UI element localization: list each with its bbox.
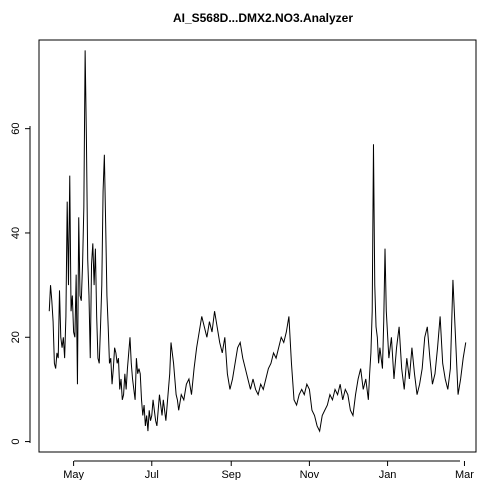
y-tick-label: 60 <box>10 123 22 135</box>
x-tick-label: Nov <box>300 469 320 480</box>
x-tick-label: May <box>63 469 84 480</box>
y-axis-ticks: 0 20 40 60 <box>10 123 30 445</box>
x-tick-label: Jan <box>379 469 397 480</box>
series-line <box>48 50 467 433</box>
x-tick-label: Mar <box>455 469 474 480</box>
x-axis-ticks: May Jul Sep Nov Jan Mar <box>63 461 474 480</box>
plot-frame <box>38 39 477 453</box>
y-tick-label: 20 <box>10 331 22 343</box>
y-tick-label: 0 <box>10 439 22 445</box>
x-tick-label: Sep <box>221 469 241 480</box>
x-tick-label: Jul <box>145 469 159 480</box>
chart-title: AI_S568D...DMX2.NO3.Analyzer <box>173 11 353 25</box>
y-tick-label: 40 <box>10 227 22 239</box>
